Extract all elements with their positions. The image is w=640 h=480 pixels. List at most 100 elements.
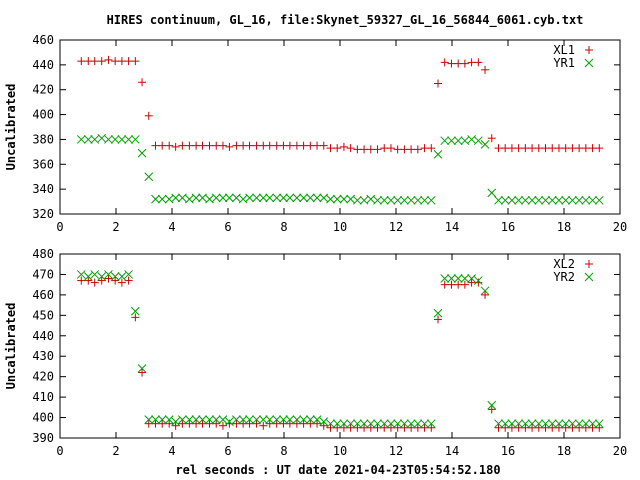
data-point — [305, 415, 315, 424]
data-point — [272, 193, 282, 203]
data-point — [90, 278, 99, 287]
data-point — [541, 423, 550, 432]
x-tick-label: 12 — [389, 444, 403, 458]
data-point — [130, 135, 140, 144]
data-point — [157, 194, 167, 204]
data-point — [326, 419, 335, 429]
data-point — [212, 419, 221, 428]
data-point — [521, 195, 530, 205]
data-point — [131, 57, 140, 66]
data-point — [97, 57, 106, 66]
data-point — [305, 193, 315, 203]
data-point — [393, 145, 402, 154]
data-point — [527, 195, 537, 205]
data-point — [332, 419, 342, 429]
data-point — [131, 313, 140, 322]
data-point — [595, 423, 604, 432]
data-point — [427, 423, 436, 432]
data-point — [447, 280, 456, 289]
data-point — [581, 195, 591, 205]
series-yr1 — [76, 133, 604, 205]
data-point — [272, 141, 281, 150]
data-point — [151, 415, 160, 424]
data-point — [319, 141, 328, 150]
legend-marker — [584, 58, 594, 68]
data-point — [373, 145, 382, 154]
legend-marker — [585, 46, 593, 54]
data-point — [111, 57, 120, 66]
data-point — [440, 58, 449, 67]
data-point — [487, 400, 497, 410]
data-point — [501, 423, 510, 432]
data-point — [521, 144, 530, 153]
data-point — [353, 195, 362, 205]
legend-label: XL1 — [553, 43, 575, 57]
data-point — [528, 423, 537, 432]
data-point — [185, 419, 194, 428]
data-point — [191, 193, 201, 203]
data-point — [568, 195, 577, 205]
y-tick-label: 400 — [32, 108, 54, 122]
legend-marker — [584, 272, 594, 282]
y-axis-label: Uncalibrated — [4, 303, 18, 390]
x-tick-label: 4 — [168, 444, 175, 458]
data-point — [346, 419, 355, 429]
data-point — [90, 135, 100, 144]
data-point — [373, 419, 382, 429]
data-point — [507, 419, 517, 429]
data-point — [77, 57, 86, 66]
y-tick-label: 470 — [32, 267, 54, 281]
data-point — [386, 195, 396, 205]
data-point — [534, 423, 543, 432]
data-point — [393, 195, 403, 205]
y-tick-label: 340 — [32, 182, 54, 196]
y-axis-label: Uncalibrated — [4, 84, 18, 171]
data-point — [581, 144, 590, 153]
data-point — [76, 270, 86, 279]
data-point — [225, 142, 234, 151]
data-point — [313, 419, 322, 428]
data-point — [474, 278, 483, 287]
data-point — [272, 415, 282, 424]
y-tick-label: 430 — [32, 349, 54, 363]
y-tick-label: 420 — [32, 83, 54, 97]
data-point — [292, 141, 301, 150]
data-point — [265, 193, 275, 203]
data-point — [467, 58, 476, 67]
data-point — [575, 423, 584, 432]
data-point — [527, 419, 537, 429]
data-point — [541, 419, 550, 429]
data-point — [138, 368, 147, 377]
data-point — [319, 421, 328, 430]
data-point — [380, 423, 389, 432]
data-point — [548, 144, 557, 153]
data-point — [420, 419, 429, 429]
data-point — [138, 78, 147, 87]
data-point — [393, 419, 403, 429]
data-point — [144, 111, 153, 120]
data-point — [259, 421, 268, 430]
data-point — [178, 141, 187, 150]
data-point — [366, 145, 375, 154]
data-point — [110, 135, 120, 144]
data-point — [218, 415, 228, 424]
data-point — [534, 144, 543, 153]
x-tick-label: 2 — [112, 220, 119, 234]
x-tick-label: 2 — [112, 444, 119, 458]
data-point — [312, 193, 322, 203]
data-point — [306, 141, 315, 150]
data-point — [191, 415, 201, 424]
y-tick-label: 480 — [32, 247, 54, 261]
data-point — [366, 423, 375, 432]
x-tick-label: 12 — [389, 220, 403, 234]
data-point — [447, 274, 456, 283]
data-point — [407, 423, 416, 432]
series-xl1 — [77, 55, 604, 154]
x-axis-label: rel seconds : UT date 2021-04-23T05:54:5… — [175, 463, 500, 477]
y-tick-label: 420 — [32, 370, 54, 384]
data-point — [427, 144, 436, 153]
x-tick-label: 4 — [168, 220, 175, 234]
data-point — [211, 415, 221, 424]
data-point — [400, 423, 409, 432]
data-point — [420, 195, 429, 205]
